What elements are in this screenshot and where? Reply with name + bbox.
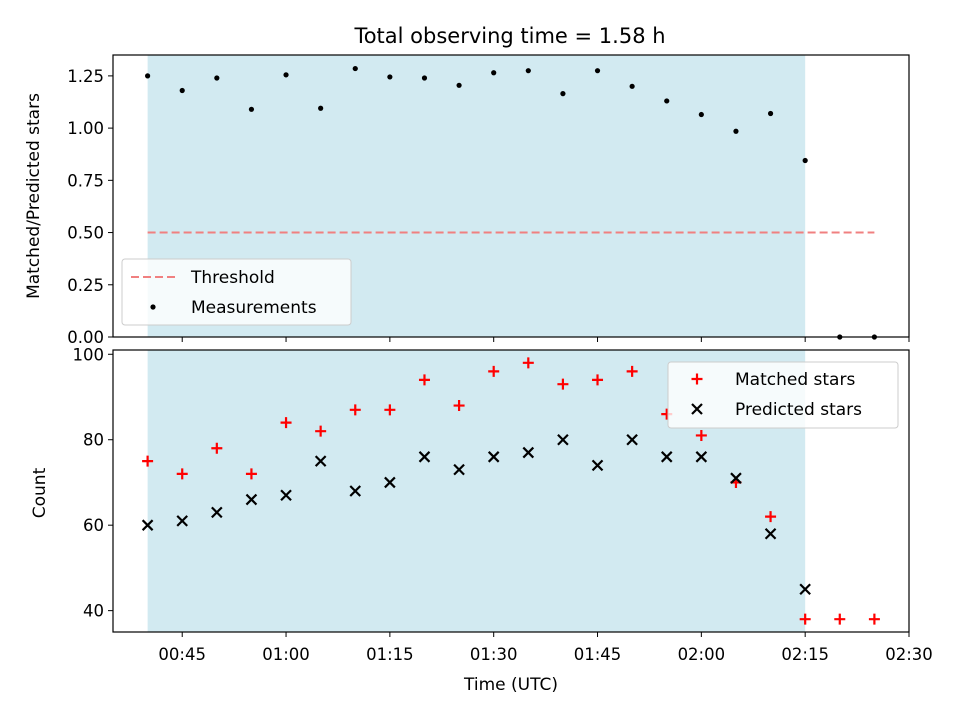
measurement-point bbox=[629, 83, 635, 89]
matched-stars-point bbox=[453, 400, 465, 412]
measurement-point bbox=[352, 65, 358, 72]
top-legend: Threshold Measurements bbox=[121, 258, 352, 326]
measurement-point bbox=[733, 128, 739, 134]
y-tick-label: 0.00 bbox=[67, 328, 104, 347]
predicted-stars-point bbox=[487, 451, 500, 463]
bottom-legend: Matched stars Predicted stars bbox=[667, 361, 899, 429]
matched-stars-point bbox=[384, 404, 396, 416]
bottom-legend-box bbox=[667, 361, 899, 429]
x-tick-label: 01:00 bbox=[262, 645, 310, 664]
measurement-point bbox=[594, 68, 601, 74]
measurement-point bbox=[214, 75, 220, 81]
x-tick-label: 02:15 bbox=[781, 645, 829, 664]
plot-frame bbox=[112, 54, 910, 338]
matched-stars-point bbox=[626, 365, 638, 377]
matched-stars-point bbox=[834, 613, 846, 625]
bottom-x-axis-label: Time (UTC) bbox=[463, 675, 558, 695]
predicted-stars-point bbox=[211, 506, 223, 519]
measurement-point bbox=[283, 72, 289, 78]
predicted-stars-point bbox=[384, 476, 396, 489]
predicted-stars-legend-glyph bbox=[691, 403, 703, 415]
matched-stars-legend-label: Matched stars bbox=[735, 370, 855, 390]
matched-stars-point bbox=[315, 425, 327, 437]
predicted-stars-point bbox=[522, 446, 535, 459]
x-tick-label: 00:45 bbox=[158, 645, 206, 664]
measurement-point bbox=[145, 73, 151, 79]
matched-stars-point bbox=[799, 613, 811, 625]
predicted-stars-point bbox=[695, 451, 708, 463]
matched-stars-point bbox=[522, 357, 534, 369]
matched-stars-point bbox=[765, 511, 777, 523]
measurement-point bbox=[560, 91, 566, 97]
measurements-legend-marker bbox=[150, 304, 156, 310]
y-tick-label: 60 bbox=[83, 516, 104, 535]
measurement-point bbox=[179, 87, 185, 94]
measurement-point bbox=[525, 68, 531, 74]
x-tick-label: 01:15 bbox=[366, 645, 414, 664]
predicted-stars-point bbox=[799, 583, 811, 596]
matched-stars-point bbox=[245, 468, 257, 480]
matched-stars-point bbox=[142, 455, 154, 467]
y-tick-label: 0.25 bbox=[67, 276, 104, 295]
threshold-legend-label: Threshold bbox=[190, 268, 275, 288]
matched-stars-point bbox=[868, 613, 880, 625]
predicted-stars-point bbox=[280, 489, 292, 502]
predicted-stars-point bbox=[764, 527, 777, 540]
matched-stars-point bbox=[280, 417, 292, 429]
matched-stars-point bbox=[592, 374, 604, 386]
matched-stars-point bbox=[695, 429, 707, 441]
measurement-point bbox=[491, 70, 497, 76]
measurement-point bbox=[664, 98, 670, 104]
top-legend-box bbox=[121, 258, 352, 326]
predicted-stars-point bbox=[591, 459, 604, 472]
chart-title: Total observing time = 1.58 h bbox=[353, 24, 665, 48]
predicted-stars-point bbox=[557, 433, 569, 446]
x-tick-label: 02:00 bbox=[678, 645, 726, 664]
matched-stars-point bbox=[349, 404, 361, 416]
y-tick-label: 1.25 bbox=[67, 67, 104, 86]
measurement-point bbox=[248, 106, 255, 112]
y-tick-label: 0.75 bbox=[67, 171, 104, 190]
predicted-stars-legend-label: Predicted stars bbox=[735, 400, 862, 420]
measurement-point bbox=[318, 105, 324, 111]
y-tick-label: 100 bbox=[73, 345, 105, 364]
top-y-axis-label: Matched/Predicted stars bbox=[24, 93, 44, 299]
measurement-point bbox=[767, 110, 774, 117]
predicted-stars-point bbox=[453, 463, 465, 476]
predicted-stars-point bbox=[314, 455, 327, 467]
matched-stars-point bbox=[418, 374, 430, 386]
matched-stars-legend-marker bbox=[691, 373, 703, 385]
matched-stars-point bbox=[557, 378, 569, 390]
y-tick-label: 0.50 bbox=[67, 224, 104, 243]
matched-stars-point bbox=[488, 365, 500, 377]
matched-stars-point bbox=[176, 468, 188, 480]
plot-frame bbox=[112, 349, 910, 633]
measurement-point bbox=[456, 82, 462, 88]
x-tick-label: 02:30 bbox=[885, 645, 933, 664]
predicted-stars-point bbox=[349, 485, 362, 497]
measurement-point bbox=[387, 74, 393, 80]
measurement-point bbox=[802, 157, 808, 164]
x-tick-label: 01:45 bbox=[574, 645, 622, 664]
predicted-stars-point bbox=[418, 451, 431, 463]
measurements-legend-label: Measurements bbox=[191, 298, 317, 318]
predicted-stars-point bbox=[245, 493, 258, 506]
y-tick-label: 1.00 bbox=[67, 119, 104, 138]
predicted-stars-point bbox=[176, 515, 188, 527]
predicted-stars-point bbox=[730, 472, 742, 484]
x-tick-label: 01:30 bbox=[470, 645, 518, 664]
y-tick-label: 80 bbox=[83, 431, 104, 450]
measurement-point bbox=[421, 75, 428, 81]
predicted-stars-point bbox=[660, 451, 673, 463]
measurement-point bbox=[698, 111, 704, 118]
matched-stars-point bbox=[211, 442, 223, 454]
matched-stars-legend-glyph bbox=[691, 373, 703, 385]
predicted-stars-point bbox=[626, 433, 638, 446]
predicted-stars-point bbox=[141, 519, 154, 531]
bottom-y-axis-label: Count bbox=[30, 467, 50, 518]
y-tick-label: 40 bbox=[83, 602, 104, 621]
predicted-stars-legend-marker bbox=[691, 403, 703, 415]
